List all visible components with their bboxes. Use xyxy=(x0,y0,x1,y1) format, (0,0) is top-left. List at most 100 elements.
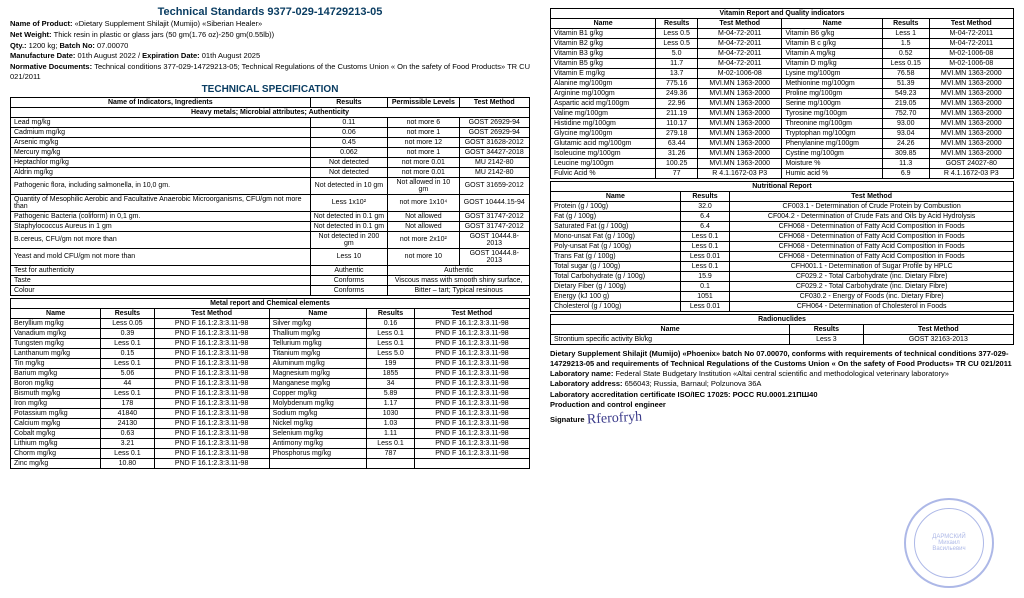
table-row: Vitamin B1 g/kgLess 0.5M-04-72-2011Vitam… xyxy=(551,29,1014,39)
table-row: Staphylococcus Aureus in 1 gmNot detecte… xyxy=(11,221,530,231)
section-radio: Radionuclides xyxy=(551,315,1014,325)
table-row: Total Carbohydrate (g / 100g)15.9CF029.2… xyxy=(551,272,1014,282)
radio-table: RadionuclidesNameResultsTest MethodStron… xyxy=(550,314,1014,345)
metal-table: Metal report and Chemical elementsNameRe… xyxy=(10,298,530,469)
table-row: Barium mg/kg5.06PND F 16.1:2.3:3.11-98Ma… xyxy=(11,368,530,378)
col-header: Name xyxy=(551,325,790,335)
left-page: Technical Standards 9377-029-14729213-05… xyxy=(0,0,540,598)
col-header: Name xyxy=(551,192,681,202)
mfg: 01th August 2022 / xyxy=(78,51,141,60)
table-row: Vitamin E mg/kg13.7M-02-1006-08Lysine mg… xyxy=(551,69,1014,79)
table-row: Lead mg/kg0.11not more 6GOST 26929-94 xyxy=(11,117,530,127)
table-row: Dietary Fiber (g / 100g)0.1CF029.2 - Tot… xyxy=(551,282,1014,292)
lab-cert: Laboratory accreditation certificate ISO… xyxy=(550,390,818,399)
col-header: Results xyxy=(101,308,154,318)
table-row: Mercury mg/kg0.062not more 1GOST 34427-2… xyxy=(11,147,530,157)
nutritional-table: Nutritional ReportNameResultsTest Method… xyxy=(550,181,1014,312)
qty-line: Qty.: 1200 kg; Batch No: 07.00070 xyxy=(10,41,530,51)
table-row: Total sugar (g / 100g)Less 0.1CFH001.1 -… xyxy=(551,262,1014,272)
col-header: Permissible Levels xyxy=(388,97,459,107)
netweight-line: Net Weight: Thick resin in plastic or gl… xyxy=(10,30,530,40)
col-header: Name xyxy=(269,308,366,318)
batch: 07.00070 xyxy=(97,41,128,50)
table-row: Pathogenic flora, including salmonella, … xyxy=(11,177,530,194)
product-name: «Dietary Supplement Shilajit (Mumijo) «S… xyxy=(75,19,263,28)
lab-addr: 656043; Russia, Barnaul; Polzunova 36A xyxy=(625,379,762,388)
vitamin-table: Vitamin Report and Quality indicatorsNam… xyxy=(550,8,1014,179)
col-header: Test Method xyxy=(414,308,529,318)
table-row: Trans Fat (g / 100g)Less 0.01CFH068 - De… xyxy=(551,252,1014,262)
doc-title: Technical Standards 9377-029-14729213-05 xyxy=(10,6,530,18)
col-header: Test Method xyxy=(459,97,530,107)
table-row: Mono-unsat Fat (g / 100g)Less 0.1CFH068 … xyxy=(551,232,1014,242)
table-row: Arginine mg/100gm249.36MVI.MN 1363-2000P… xyxy=(551,89,1014,99)
signature-label: Signature xyxy=(550,415,585,424)
prod-eng: Production and control engineer xyxy=(550,400,666,409)
table-row: Fat (g / 100g)6.4CF004.2 - Determination… xyxy=(551,212,1014,222)
table-row: Vitamin B2 g/kgLess 0.5M-04-72-2011Vitam… xyxy=(551,39,1014,49)
netweight: Thick resin in plastic or glass jars (50… xyxy=(54,30,275,39)
table-row: Vitamin B3 g/kg5.0M-04-72-2011Vitamin A … xyxy=(551,49,1014,59)
col-header: Name xyxy=(551,19,656,29)
spec-table: Name of Indicators, IngredientsResultsPe… xyxy=(10,97,530,296)
col-header: Results xyxy=(680,192,729,202)
norm-line: Normative Documents: Technical condition… xyxy=(10,62,530,82)
right-page: Vitamin Report and Quality indicatorsNam… xyxy=(540,0,1024,598)
col-header: Test Method xyxy=(929,19,1013,29)
exp: 01th August 2025 xyxy=(202,51,260,60)
table-row: Vitamin B5 g/kg11.7M-04-72-2011Vitamin D… xyxy=(551,59,1014,69)
table-row: Arsenic mg/kg0.45not more 12GOST 31628-2… xyxy=(11,137,530,147)
signature: Rferofryh xyxy=(586,408,642,430)
table-row: Zinc mg/kg10.80PND F 16.1:2.3:3.11-98 xyxy=(11,458,530,468)
table-row: Cadmium mg/kg0.06not more 1GOST 26929-94 xyxy=(11,127,530,137)
table-row: Protein (g / 100g)32.0CF003.1 - Determin… xyxy=(551,202,1014,212)
table-row: Quantity of Mesophilic Aerobic and Facul… xyxy=(11,194,530,211)
col-header: Test Method xyxy=(863,325,1013,335)
table-row: Vanadium mg/kg0.39PND F 16.1:2.3:3.11-98… xyxy=(11,328,530,338)
table-row: Test for authenticityAuthenticAuthentic xyxy=(11,265,530,275)
table-row: Boron mg/kg44PND F 16.1:2.3:3.11-98Manga… xyxy=(11,378,530,388)
table-row: Iron mg/kg178PND F 16.1:2.3:3.11-98Molyb… xyxy=(11,398,530,408)
col-header: Results xyxy=(367,308,415,318)
col-header: Test Method xyxy=(698,19,782,29)
table-row: Isoleucine mg/100gm31.26MVI.MN 1363-2000… xyxy=(551,149,1014,159)
col-header: Results xyxy=(882,19,929,29)
table-row: Strontium specific activity Bk/kgLess 3G… xyxy=(551,335,1014,345)
table-row: Aldrin mg/kgNot detectednot more 0.01MU … xyxy=(11,167,530,177)
footer-statement: Dietary Supplement Shilajit (Mumijo) «Ph… xyxy=(550,349,1012,368)
table-row: Cholesterol (g / 100g)Less 0.01CFH064 - … xyxy=(551,302,1014,312)
dates-line: Manufacture Date: 01th August 2022 / Exp… xyxy=(10,51,530,61)
table-row: Calcium mg/kg24130PND F 16.1:2.3:3.11-98… xyxy=(11,418,530,428)
col-header: Name xyxy=(782,19,882,29)
table-row: Lithium mg/kg3.21PND F 16.1:2.3:3.11-98A… xyxy=(11,438,530,448)
col-header: Test Method xyxy=(730,192,1014,202)
table-row: Saturated Fat (g / 100g)6.4CFH068 - Dete… xyxy=(551,222,1014,232)
table-row: Tin mg/kgLess 0.1PND F 16.1:2.3:3.11-98A… xyxy=(11,358,530,368)
table-row: Aspartic acid mg/100gm22.96MVI.MN 1363-2… xyxy=(551,99,1014,109)
table-row: Glycine mg/100gm279.18MVI.MN 1363-2000Tr… xyxy=(551,129,1014,139)
table-row: Valine mg/100gm211.19MVI.MN 1363-2000Tyr… xyxy=(551,109,1014,119)
stamp-icon: ДАРМСКИЙМихаилВасильевич xyxy=(904,498,994,588)
table-row: Fulvic Acid %77R 4.1.1672-03 P3Humic aci… xyxy=(551,169,1014,179)
table-row: Poly-unsat Fat (g / 100g)Less 0.1CFH068 … xyxy=(551,242,1014,252)
footer-block: Dietary Supplement Shilajit (Mumijo) «Ph… xyxy=(550,349,1014,429)
col-header: Results xyxy=(790,325,864,335)
table-row: Glutamic acid mg/100gm63.44MVI.MN 1363-2… xyxy=(551,139,1014,149)
table-row: Tungsten mg/kgLess 0.1PND F 16.1:2.3:3.1… xyxy=(11,338,530,348)
table-row: Heptachlor mg/kgNot detectednot more 0.0… xyxy=(11,157,530,167)
table-row: ColourConformsBitter – tart; Typical res… xyxy=(11,285,530,295)
table-row: Histidine mg/100gm110.17MVI.MN 1363-2000… xyxy=(551,119,1014,129)
spec-title: TECHNICAL SPECIFICATION xyxy=(10,84,530,95)
table-row: Chorm mg/kgLess 0.1PND F 16.1:2.3:3.11-9… xyxy=(11,448,530,458)
col-header: Name xyxy=(11,308,101,318)
section-metal: Metal report and Chemical elements xyxy=(11,298,530,308)
col-header: Test Method xyxy=(154,308,269,318)
lab-name: Federal State Budgetary Institution «Alt… xyxy=(615,369,949,378)
table-row: Cobalt mg/kg0.63PND F 16.1:2.3:3.11-98Se… xyxy=(11,428,530,438)
table-row: Beryllium mg/kgLess 0.05PND F 16.1:2.3:3… xyxy=(11,318,530,328)
table-row: Lanthanum mg/kg0.15PND F 16.1:2.3:3.11-9… xyxy=(11,348,530,358)
table-row: Alanine mg/100gm775.16MVI.MN 1363-2000Me… xyxy=(551,79,1014,89)
table-row: TasteConformsViscous mass with smooth sh… xyxy=(11,275,530,285)
col-header: Results xyxy=(656,19,698,29)
table-row: Pathogenic Bacteria (coliform) in 0,1 gm… xyxy=(11,211,530,221)
